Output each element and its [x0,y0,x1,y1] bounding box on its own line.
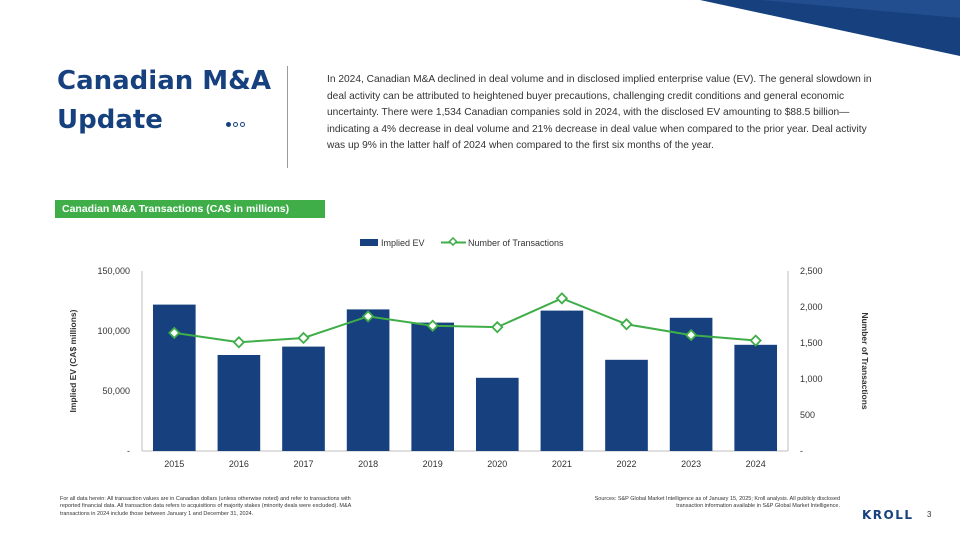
y2-tick-label: 1,500 [800,338,823,348]
pagination-dots [226,122,245,127]
y-tick-label: - [127,446,130,456]
bar [152,304,196,451]
section-label: Canadian M&A Transactions (CA$ in millio… [55,200,325,218]
transactions-point [555,292,569,305]
page-title: Canadian M&A Update [57,66,271,135]
kroll-logo: KROLL [862,508,914,522]
transactions-point [168,326,181,340]
chart-legend: Implied EV Number of Transactions [360,236,564,248]
x-tick-label: 2020 [487,459,507,469]
intro-paragraph: In 2024, Canadian M&A declined in deal v… [327,74,872,152]
y2-tick-label: 1,000 [800,374,823,384]
dot-active [226,122,231,127]
bar [282,346,325,451]
x-tick-label: 2021 [552,459,572,469]
dot [233,122,238,127]
x-tick-label: 2015 [164,459,184,469]
transactions-point [297,331,310,345]
y-tick-label: 100,000 [97,326,130,336]
footnote: For all data herein: All transaction val… [60,496,352,517]
bar [475,377,519,451]
y-axis-label: Implied EV (CA$ millions) [68,309,78,412]
y2-axis-label: Number of Transactions [860,312,870,410]
y2-tick-label: - [800,446,803,456]
y-tick-label: 150,000 [97,266,130,276]
transactions-point [232,336,246,349]
x-tick-label: 2024 [746,459,766,469]
page-number: 3 [927,510,932,519]
x-tick-label: 2016 [229,459,249,469]
bar [411,322,455,451]
transactions-point [426,319,439,332]
x-tick-label: 2019 [423,459,443,469]
bar [540,310,584,451]
x-tick-label: 2017 [293,459,313,469]
transactions-point [620,318,633,331]
transactions-point [361,310,375,323]
legend-marker-transactions [448,236,458,247]
transactions-point [749,334,762,347]
bar [605,359,648,451]
transactions-line [174,297,756,344]
transactions-point [684,328,698,342]
bar [217,355,261,451]
bar [734,344,778,451]
legend-swatch-ev [360,239,378,246]
y-tick-label: 50,000 [102,386,130,396]
transactions-point [491,320,504,334]
sources-note: Sources: S&P Global Market Intelligence … [594,496,840,510]
x-tick-label: 2023 [681,459,701,469]
y2-tick-label: 500 [800,410,815,420]
x-tick-label: 2022 [616,459,636,469]
dot [240,122,245,127]
bar [346,309,390,451]
y2-tick-label: 2,000 [800,302,823,312]
x-tick-label: 2018 [358,459,378,469]
legend-label-transactions: Number of Transactions [468,238,564,248]
ma-transactions-chart: Implied EV Number of Transactions - 50,00… [68,236,870,469]
y2-tick-label: 2,500 [800,266,823,276]
legend-label-ev: Implied EV [381,238,425,248]
corner-decoration [700,0,960,56]
divider [287,66,288,168]
